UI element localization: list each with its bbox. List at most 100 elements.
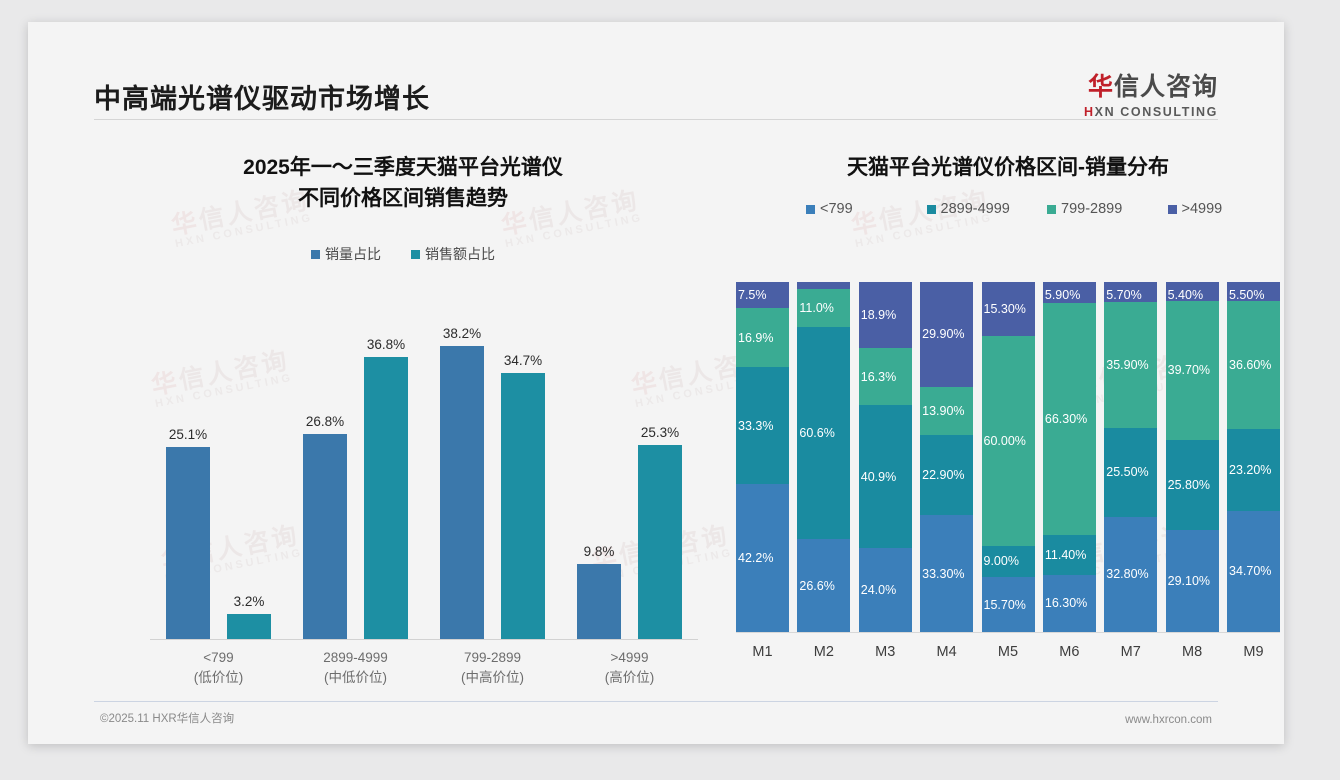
x-tick-label: M9 <box>1243 644 1264 660</box>
stack-segment-label: 11.0% <box>799 300 834 315</box>
legend-swatch-icon <box>926 204 936 214</box>
legend-swatch-icon <box>1047 204 1056 214</box>
stack-segment-label: 39.70% <box>1167 363 1211 378</box>
bar-group-bars: 9.8% 25.3% <box>561 317 698 639</box>
stack-segment: 5.90% <box>1042 282 1096 303</box>
stack-segment-label: 16.30% <box>1044 596 1088 611</box>
bar-1[interactable]: 9.8% <box>577 544 621 639</box>
legend-swatch-icon <box>411 249 420 259</box>
left-chart-title: 2025年一～三季度天猫平台光谱仪 不同价格区间销售趋势 <box>98 152 708 214</box>
stack-segment-label: 1.9% <box>799 288 828 289</box>
stack-segment: 36.60% <box>1227 301 1280 430</box>
bar-2[interactable]: 34.7% <box>501 353 545 639</box>
slide-canvas: 华信人咨询 HXN CONSULTING 华信人咨询 HXN CONSULTIN… <box>28 22 1284 744</box>
bar-group-bars: 26.8% 36.8% <box>287 317 424 639</box>
stacked-bar-column[interactable]: 5.70% 35.90% 25.50% 32.80% <box>1104 282 1158 632</box>
stacked-bar-column[interactable]: 1.9% 11.0% 60.6% 26.6% <box>797 282 851 632</box>
stacked-bar: 29.90% 13.90% 22.90% 33.30% <box>920 282 974 632</box>
stacked-bar-column[interactable]: 18.9% 16.3% 40.9% 24.0% <box>858 282 912 632</box>
stacked-bar: 5.90% 66.30% 11.40% 16.30% <box>1042 282 1096 632</box>
stack-segment: 66.30% <box>1042 302 1096 535</box>
stack-segment: 33.3% <box>736 367 789 484</box>
stack-segment: 34.70% <box>1227 510 1280 632</box>
footer-website: www.hxrcon.com <box>1125 714 1212 726</box>
x-tick-label: M2 <box>813 644 834 660</box>
legend-item-1[interactable]: <799 <box>806 201 927 217</box>
bar-group: 38.2% 34.7% 799-2899 (中高价位) <box>424 317 561 685</box>
legend-item-3[interactable]: 799-2899 <box>1047 201 1168 217</box>
bar-rect <box>166 446 210 639</box>
stacked-bar-column[interactable]: 29.90% 13.90% 22.90% 33.30% <box>920 282 974 632</box>
x-tick-range: <799 <box>203 650 234 665</box>
logo-cn-rest: 信人咨询 <box>1113 73 1218 101</box>
x-tick-label: M1 <box>752 644 773 660</box>
x-tick-sublabel: (低价位) <box>193 670 244 685</box>
right-chart-title: 天猫平台光谱仪价格区间-销量分布 <box>847 156 1169 179</box>
x-tick-label: <799 (低价位) <box>150 639 287 688</box>
stack-segment-label: 25.80% <box>1167 477 1211 492</box>
stack-segment: 1.9% <box>797 282 851 289</box>
stack-segment: 29.10% <box>1165 530 1219 632</box>
stack-segment-label: 36.60% <box>1229 358 1272 373</box>
right-chart-legend: <799 2899-4999 799-2899 >4999 <box>728 201 1284 217</box>
legend-item-1[interactable]: 销量占比 <box>311 244 381 264</box>
stack-segment: 7.5% <box>736 282 789 309</box>
left-chart-panel: 2025年一～三季度天猫平台光谱仪 不同价格区间销售趋势 销量占比 销售额占比 2… <box>98 152 708 712</box>
stack-segment-label: 16.9% <box>738 330 774 345</box>
bar-2[interactable]: 36.8% <box>364 337 408 639</box>
stack-segment-label: 33.3% <box>738 418 774 433</box>
left-chart-title-line1: 2025年一～三季度天猫平台光谱仪 <box>243 156 563 179</box>
x-tick-sublabel: (高价位) <box>604 670 655 685</box>
bar-1[interactable]: 25.1% <box>166 427 210 639</box>
bar-group-bars: 38.2% 34.7% <box>424 317 561 639</box>
stacked-bar-column[interactable]: 5.90% 66.30% 11.40% 16.30% <box>1042 282 1096 632</box>
legend-item-label: 799-2899 <box>1061 201 1123 217</box>
legend-item-label: 销量占比 <box>325 246 381 262</box>
stack-segment-label: 24.0% <box>860 583 897 598</box>
right-stacked-bar-chart: 7.5% 16.9% 33.3% 42.2% 1.9% 11.0% 60.6% 26.6% 18… <box>728 282 1284 712</box>
stack-segment-label: 5.40% <box>1167 288 1204 301</box>
stacked-bar: 1.9% 11.0% 60.6% 26.6% <box>797 282 851 632</box>
bar-2[interactable]: 3.2% <box>227 594 271 639</box>
stack-segment-label: 60.6% <box>799 426 835 441</box>
bar-rect <box>501 372 545 639</box>
stacked-bar: 5.70% 35.90% 25.50% 32.80% <box>1104 282 1158 632</box>
stack-segment-label: 32.80% <box>1106 567 1149 582</box>
bar-group-bars: 25.1% 3.2% <box>150 317 287 639</box>
x-tick-label: M4 <box>936 644 957 660</box>
legend-item-2[interactable]: 销售额占比 <box>411 244 495 264</box>
bar-rect <box>577 563 621 639</box>
bar-1[interactable]: 38.2% <box>440 326 484 639</box>
stack-segment-label: 5.70% <box>1106 288 1142 302</box>
right-chart-x-axis <box>736 632 1280 633</box>
stack-segment: 60.6% <box>797 327 851 539</box>
x-tick-sublabel: (中低价位) <box>324 670 387 685</box>
stack-segment: 33.30% <box>920 515 974 632</box>
stack-segment: 29.90% <box>920 282 974 387</box>
company-logo: 华信人咨询 HXN CONSULTING <box>1084 67 1218 119</box>
stack-segment: 22.90% <box>920 435 974 516</box>
stacked-bar: 7.5% 16.9% 33.3% 42.2% <box>736 282 789 632</box>
legend-item-label: 销售额占比 <box>425 246 495 262</box>
stacked-bar-column[interactable]: 5.40% 39.70% 25.80% 29.10% <box>1165 282 1219 632</box>
bar-value-label: 25.1% <box>168 426 208 442</box>
left-chart-legend: 销量占比 销售额占比 <box>98 244 708 264</box>
stacked-bar-column[interactable]: 15.30% 60.00% 9.00% 15.70% <box>981 282 1035 632</box>
stack-segment: 16.9% <box>736 308 789 368</box>
bar-2[interactable]: 25.3% <box>638 425 682 639</box>
x-tick-label: M5 <box>997 644 1019 660</box>
stacked-bar: 5.50% 36.60% 23.20% 34.70% <box>1227 282 1280 632</box>
stacked-bar-column[interactable]: 5.50% 36.60% 23.20% 34.70% <box>1227 282 1280 632</box>
stack-segment-label: 29.10% <box>1167 574 1211 589</box>
bar-1[interactable]: 26.8% <box>303 414 347 639</box>
stack-segment: 42.2% <box>736 483 789 632</box>
x-tick-label: M8 <box>1182 644 1203 660</box>
legend-item-4[interactable]: >4999 <box>1167 201 1285 217</box>
stacked-bar-column[interactable]: 7.5% 16.9% 33.3% 42.2% <box>736 282 789 632</box>
bar-value-label: 25.3% <box>640 425 680 441</box>
header-divider <box>94 119 1218 120</box>
left-grouped-bar-chart: 25.1% 3.2% <799 (低价位) 26.8% 36.8% 2899-4999 (中低… <box>98 317 708 717</box>
bar-value-label: 26.8% <box>305 413 345 429</box>
x-tick-label: 2899-4999 (中低价位) <box>287 639 424 688</box>
legend-item-2[interactable]: 2899-4999 <box>926 201 1048 217</box>
